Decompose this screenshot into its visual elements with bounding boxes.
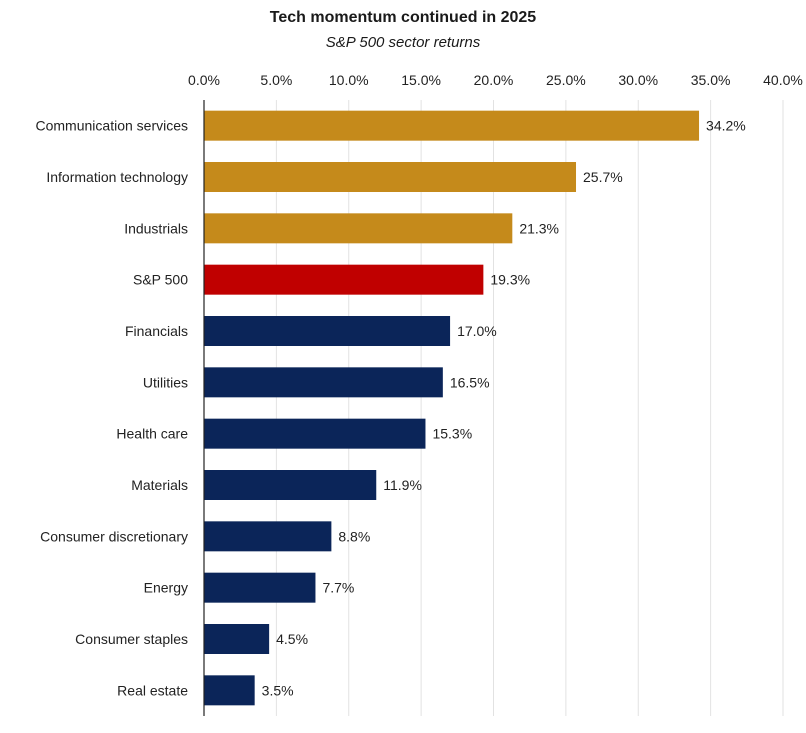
- bar: [204, 367, 443, 398]
- bar: [204, 675, 255, 706]
- bar: [204, 521, 332, 552]
- bar: [204, 213, 513, 244]
- category-label: Real estate: [117, 682, 188, 698]
- x-tick-label: 5.0%: [260, 72, 292, 88]
- data-label: 25.7%: [583, 169, 623, 185]
- data-label: 7.7%: [322, 580, 354, 596]
- x-tick-label: 10.0%: [329, 72, 369, 88]
- bars: [204, 110, 700, 706]
- data-label: 17.0%: [457, 323, 497, 339]
- x-axis-ticks: 0.0% 5.0% 10.0% 15.0% 20.0% 25.0% 30.0% 35.0% 40…: [188, 72, 803, 88]
- data-label: 19.3%: [490, 272, 530, 288]
- bar: [204, 316, 451, 346]
- chart-title: Tech momentum continued in 2025: [269, 9, 537, 26]
- bar: [204, 470, 377, 500]
- category-label: Consumer discretionary: [40, 528, 188, 544]
- data-label: 11.9%: [383, 477, 422, 493]
- data-label: 21.3%: [519, 220, 559, 236]
- data-label: 15.3%: [432, 426, 472, 442]
- x-tick-label: 20.0%: [474, 72, 514, 88]
- bar: [204, 162, 577, 192]
- x-tick-label: 0.0%: [188, 72, 220, 88]
- x-tick-label: 35.0%: [691, 72, 731, 88]
- gridlines: [275, 100, 784, 716]
- category-label: Consumer staples: [75, 631, 188, 647]
- x-tick-label: 15.0%: [401, 72, 441, 88]
- category-label: Information technology: [46, 169, 188, 185]
- x-tick-label: 25.0%: [546, 72, 586, 88]
- category-label: S&P 500: [133, 272, 188, 288]
- data-label: 16.5%: [450, 374, 490, 390]
- category-label: Industrials: [124, 220, 188, 236]
- category-label: Health care: [116, 426, 188, 442]
- bar: [204, 264, 484, 295]
- data-labels: 34.2% 25.7% 21.3% 19.3% 17.0% 16.5% 15.3% 11.9%…: [262, 118, 746, 699]
- bar: [204, 418, 426, 449]
- category-labels: Communication services Information techno…: [36, 118, 189, 699]
- category-label: Communication services: [36, 118, 189, 134]
- category-label: Materials: [131, 477, 188, 493]
- category-label: Utilities: [143, 374, 188, 390]
- data-label: 4.5%: [276, 631, 308, 647]
- bar: [204, 110, 700, 141]
- category-label: Energy: [144, 580, 188, 596]
- x-tick-label: 30.0%: [618, 72, 658, 88]
- x-tick-label: 40.0%: [763, 72, 803, 88]
- data-label: 8.8%: [338, 528, 370, 544]
- data-label: 3.5%: [262, 682, 294, 698]
- category-label: Financials: [125, 323, 188, 339]
- data-label: 34.2%: [706, 118, 746, 134]
- bar: [204, 624, 270, 654]
- bar: [204, 572, 316, 603]
- chart-subtitle: S&P 500 sector returns: [325, 34, 481, 51]
